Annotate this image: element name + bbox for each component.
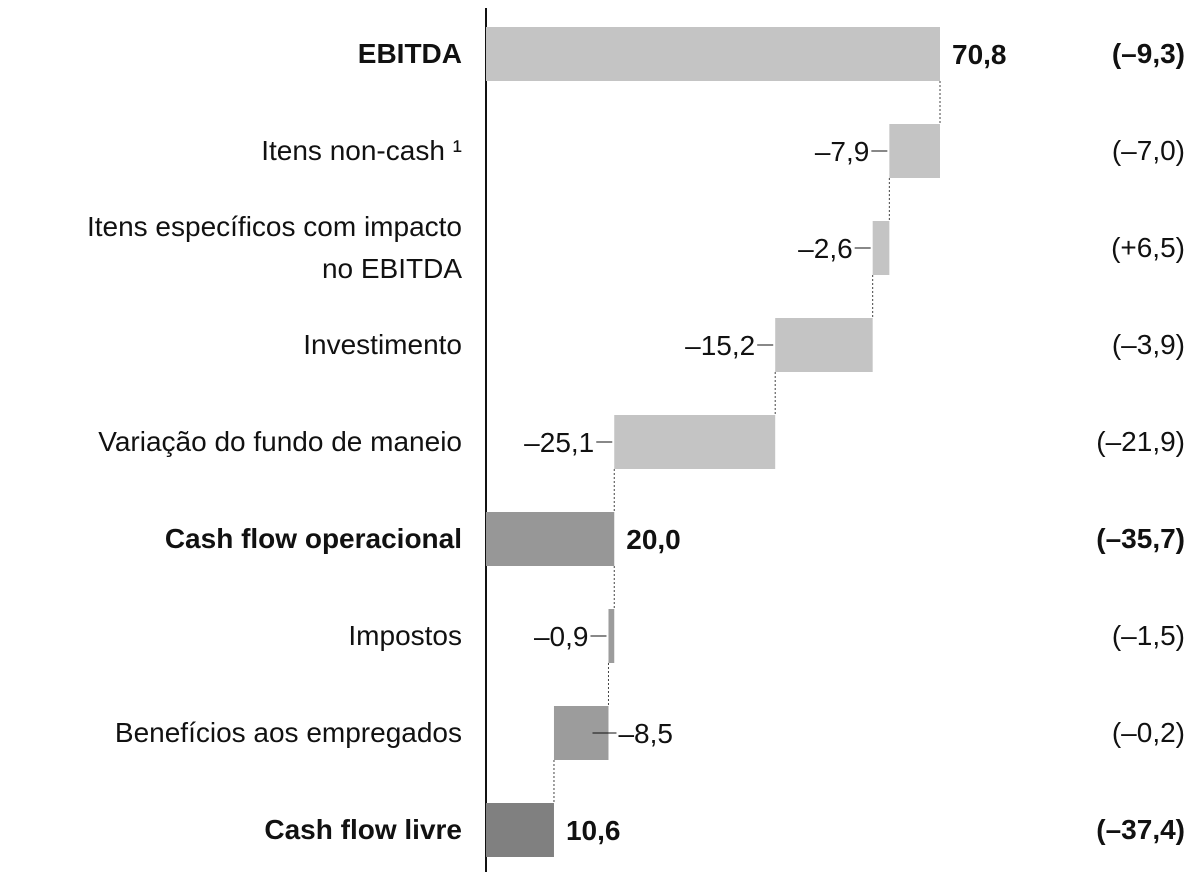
bar: [486, 512, 615, 566]
bar: [872, 221, 890, 275]
value-label: 20,0: [626, 524, 681, 555]
bar: [889, 124, 941, 178]
value-label: –8,5: [618, 718, 673, 749]
comparison-label: (–37,4): [1096, 814, 1185, 845]
bar: [608, 609, 615, 663]
category-label: Variação do fundo de maneio: [98, 426, 462, 457]
category-label: Impostos: [348, 620, 462, 651]
bar: [486, 27, 941, 81]
value-label: –15,2: [685, 330, 755, 361]
value-label: 10,6: [566, 815, 621, 846]
value-label: –2,6: [798, 233, 853, 264]
category-label: Benefícios aos empregados: [114, 717, 462, 748]
value-label: –0,9: [534, 621, 589, 652]
category-label: EBITDA: [357, 38, 462, 69]
value-label: –25,1: [524, 427, 594, 458]
category-label: Itens non-cash ¹: [261, 135, 462, 166]
comparison-label: (–35,7): [1096, 523, 1185, 554]
comparison-label: (+6,5): [1111, 232, 1185, 263]
category-label: Itens específicos com impacto no EBITDA: [86, 211, 462, 284]
comparison-label: (–0,2): [1111, 717, 1185, 748]
bar: [486, 803, 554, 857]
bar: [775, 318, 873, 372]
bar: [614, 415, 776, 469]
comparison-label: (–7,0): [1111, 135, 1185, 166]
value-label: –7,9: [815, 136, 870, 167]
comparison-label: (–3,9): [1111, 329, 1185, 360]
value-label: 70,8: [952, 39, 1007, 70]
comparison-label: (–9,3): [1111, 38, 1185, 69]
comparison-label: (–21,9): [1096, 426, 1185, 457]
category-label: Cash flow operacional: [164, 523, 462, 554]
comparison-label: (–1,5): [1111, 620, 1185, 651]
category-label: Cash flow livre: [264, 814, 462, 845]
category-label: Investimento: [303, 329, 462, 360]
